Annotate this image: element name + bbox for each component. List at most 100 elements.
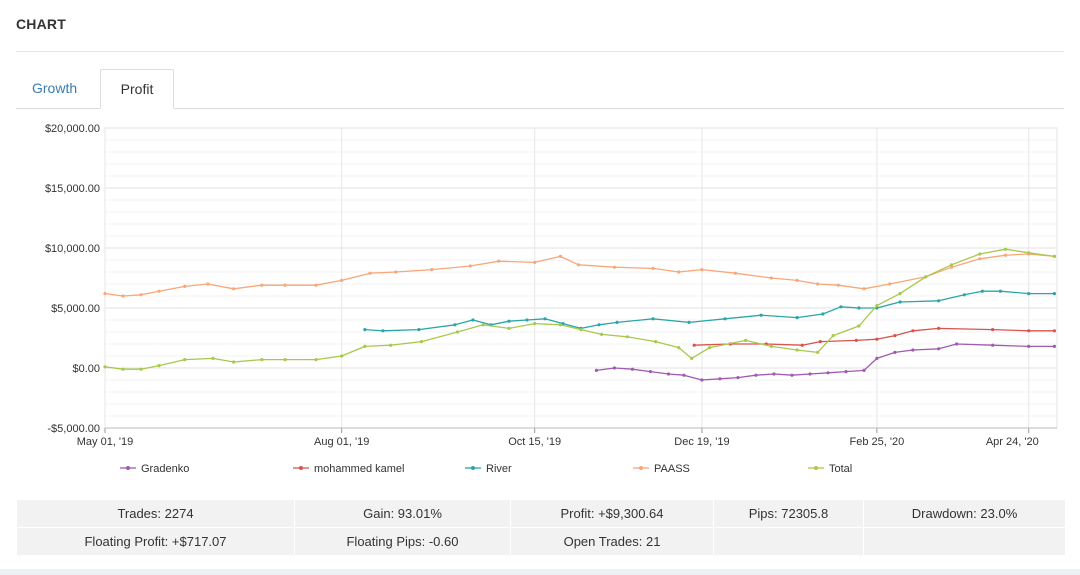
data-point [854,338,858,342]
series-line [596,343,1055,381]
data-point [394,270,398,274]
data-point [543,317,547,321]
data-point [579,328,583,332]
legend-marker [814,466,818,470]
data-point [862,287,866,291]
data-point [157,289,161,293]
bottom-bar [0,569,1080,575]
series-line [104,253,1055,297]
data-point [103,365,107,369]
chart-grid [104,127,1058,429]
legend-label: Gradenko [141,463,189,475]
legend-marker [299,466,303,470]
data-point [795,278,799,282]
data-point [183,358,187,362]
data-point [937,299,941,303]
data-point [597,323,601,327]
data-point [363,328,367,332]
data-point [419,340,424,344]
data-point [844,370,848,374]
x-tick-label: Feb 25, '20 [850,436,905,448]
data-point [700,378,704,382]
data-point [1052,292,1057,296]
data-point [769,344,774,348]
data-point [875,304,879,308]
tab-growth[interactable]: Growth [32,80,78,96]
data-point [630,367,635,371]
y-tick-label: $10,000.00 [45,243,100,255]
data-point [654,340,658,344]
data-point [533,260,537,264]
data-point [139,293,143,297]
data-point [790,373,794,377]
stats-row: Floating Profit: +$717.07 Floating Pips:… [16,527,1066,556]
data-point [1052,254,1057,258]
data-point [340,278,344,282]
data-point [314,358,318,362]
data-point [363,344,367,348]
data-point [808,372,812,376]
data-point [821,312,825,316]
data-point [558,323,563,327]
stat-drawdown: Drawdown: 23.0% [863,499,1066,528]
data-point [962,293,966,297]
data-point [677,270,681,274]
data-point [836,283,840,287]
data-point [507,319,511,323]
x-tick-label: Aug 01, '19 [314,436,369,448]
data-point [1052,329,1057,333]
legend-label: River [486,463,512,475]
data-point [1003,253,1008,257]
data-point [651,317,655,321]
data-point [949,263,954,267]
data-point [924,275,928,279]
chart-tabs: Growth Profit [16,69,1064,109]
stat-gain: Gain: 93.01% [294,499,511,528]
data-point [700,268,704,272]
data-point [417,328,421,332]
data-point [949,265,954,269]
stat-floating-pips: Floating Pips: -0.60 [294,527,511,556]
data-point [283,283,287,287]
x-tick-label: Dec 19, '19 [674,436,729,448]
data-point [690,356,694,360]
data-point [978,252,982,256]
data-point [211,356,215,360]
chart-legend: Gradenko mohammed kamel River PAASS Total [120,463,852,475]
data-point [121,294,125,298]
data-point [911,348,915,352]
stat-trades: Trades: 2274 [16,499,295,528]
tab-profit[interactable]: Profit [100,69,174,109]
data-point [857,324,861,328]
data-point [121,367,125,371]
series-line [104,248,1055,370]
data-point [232,287,236,291]
legend-label: Total [829,463,852,475]
data-point [826,371,830,375]
data-point [260,358,264,362]
data-point [1027,251,1031,255]
legend-label: mohammed kamel [314,463,404,475]
data-point [576,263,581,267]
data-point [862,368,866,372]
data-point [612,366,617,370]
data-point [389,343,393,347]
stat-profit: Profit: +$9,300.64 [510,499,714,528]
chart-axes: $20,000.00 $15,000.00 $10,000.00 $5,000.00 $… [45,123,1057,448]
series-line [694,327,1055,346]
data-point [533,322,537,326]
data-point [206,282,210,286]
data-point [911,329,915,333]
stat-floating-profit: Floating Profit: +$717.07 [16,527,295,556]
data-point [381,329,385,333]
data-point [898,292,902,296]
data-point [455,330,460,334]
stat-open-trades: Open Trades: 21 [510,527,714,556]
data-point [769,276,774,280]
data-point [937,347,941,351]
data-point [599,332,604,336]
data-point [723,317,727,321]
data-point [558,254,563,258]
data-point [103,292,107,296]
data-point [800,343,804,347]
